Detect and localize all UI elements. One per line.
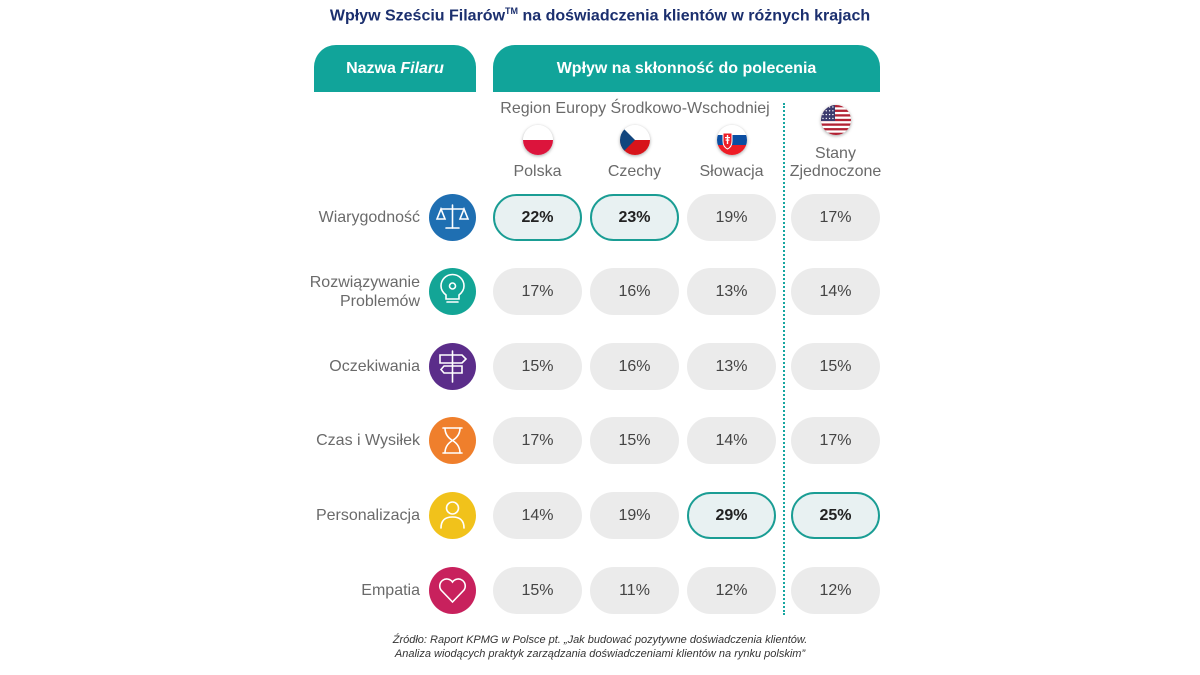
usa-flag-icon [820, 105, 851, 135]
value-cell: 13% [687, 268, 776, 315]
value-cell: 16% [590, 343, 679, 390]
value-cell: 15% [791, 343, 880, 390]
value-cell: 17% [493, 417, 582, 464]
value-cell: 14% [791, 268, 880, 315]
value-cell: 17% [791, 417, 880, 464]
value-cell: 14% [687, 417, 776, 464]
poland-flag-icon [522, 125, 553, 155]
expectation-signpost-icon [429, 343, 476, 390]
pillar-name: Wiarygodność [318, 209, 420, 226]
scales-icon [429, 194, 476, 241]
pillar-name: Czas i Wysiłek [316, 432, 420, 449]
region-separator [783, 103, 785, 615]
value-cell: 29% [687, 492, 776, 539]
pillar-name: Oczekiwania [329, 358, 420, 375]
pillar-name: Empatia [361, 582, 420, 599]
value-cell: 13% [687, 343, 776, 390]
slovakia-flag-icon [716, 125, 747, 155]
region-label: Region Europy Środkowo-Wschodniej [500, 100, 770, 117]
value-cell: 23% [590, 194, 679, 241]
czech-flag-icon [619, 125, 650, 155]
value-cell: 19% [687, 194, 776, 241]
country-label: Słowacja [699, 163, 764, 180]
pillar-name: Rozwiązywanie Problemów [309, 273, 420, 310]
value-cell: 17% [493, 268, 582, 315]
value-cell: 15% [493, 343, 582, 390]
person-icon [429, 492, 476, 539]
value-cell: 25% [791, 492, 880, 539]
hourglass-icon [429, 417, 476, 464]
value-cell: 15% [493, 567, 582, 614]
source-note: Źródło: Raport KPMG w Polsce pt. „Jak bu… [392, 634, 808, 660]
value-cell: 11% [590, 567, 679, 614]
value-cell: 22% [493, 194, 582, 241]
value-cell: 19% [590, 492, 679, 539]
country-label: Polska [513, 163, 562, 180]
country-label: Stany Zjednoczone [789, 145, 882, 180]
pillar-name: Personalizacja [315, 507, 420, 524]
value-cell: 12% [687, 567, 776, 614]
header-pillar-name: Nazwa Filaru [314, 45, 476, 92]
lightbulb-icon [429, 268, 476, 315]
country-label: Czechy [607, 163, 662, 180]
heart-icon [429, 567, 476, 614]
chart-title: Wpływ Sześciu FilarówTM na doświadczenia… [329, 6, 871, 25]
value-cell: 15% [590, 417, 679, 464]
value-cell: 16% [590, 268, 679, 315]
value-cell: 12% [791, 567, 880, 614]
header-impact: Wpływ na skłonność do polecenia [493, 45, 880, 92]
value-cell: 14% [493, 492, 582, 539]
value-cell: 17% [791, 194, 880, 241]
